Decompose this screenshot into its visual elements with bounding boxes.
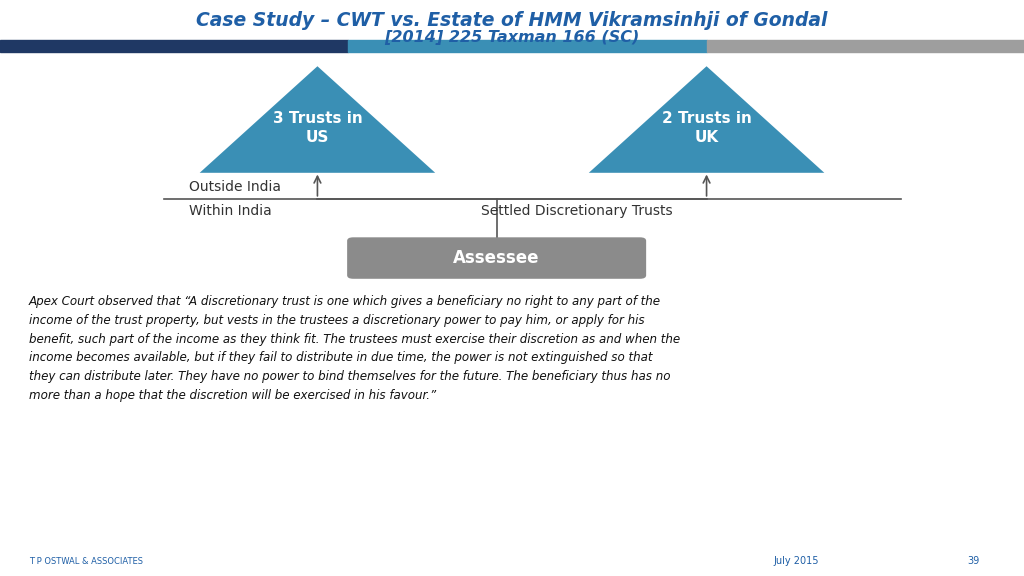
Text: 2 Trusts in
UK: 2 Trusts in UK [662,111,752,146]
Text: Apex Court observed that “A discretionary trust is one which gives a beneficiary: Apex Court observed that “A discretionar… [29,295,680,402]
Text: T P OSTWAL & ASSOCIATES: T P OSTWAL & ASSOCIATES [29,556,142,566]
Text: July 2015: July 2015 [773,556,818,566]
Text: Outside India: Outside India [189,180,282,194]
FancyBboxPatch shape [347,237,646,279]
Text: Settled Discretionary Trusts: Settled Discretionary Trusts [481,204,673,218]
Polygon shape [589,66,824,173]
Text: Assessee: Assessee [454,249,540,267]
Bar [0,40,348,52]
Text: Case Study – CWT vs. Estate of HMM Vikramsinhji of Gondal: Case Study – CWT vs. Estate of HMM Vikra… [197,11,827,29]
Text: 3 Trusts in
US: 3 Trusts in US [272,111,362,146]
Text: Within India: Within India [189,204,272,218]
Polygon shape [200,66,435,173]
Bar [707,40,1024,52]
Bar [348,40,707,52]
Text: [2014] 225 Taxman 166 (SC): [2014] 225 Taxman 166 (SC) [384,30,640,45]
Text: 39: 39 [968,556,980,566]
